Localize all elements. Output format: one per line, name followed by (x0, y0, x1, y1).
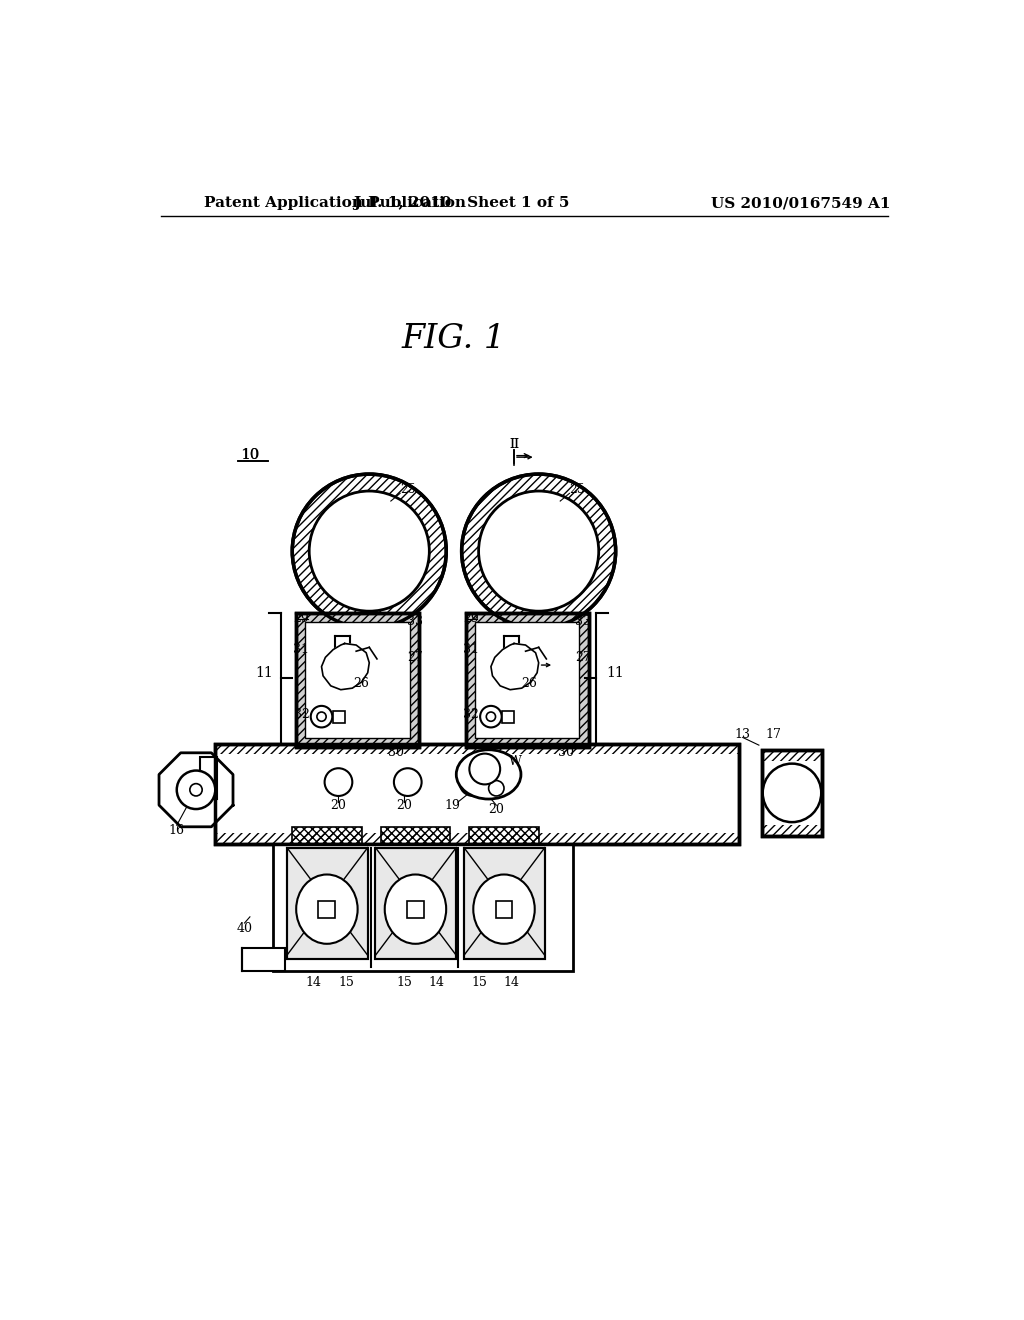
Bar (475, 622, 580, 738)
Bar (296, 612, 419, 747)
Bar (215, 833, 739, 843)
Bar (381, 826, 451, 843)
Bar (305, 622, 410, 738)
Bar (464, 847, 545, 960)
Bar (292, 826, 361, 843)
Bar (762, 750, 822, 760)
Polygon shape (322, 644, 370, 689)
Text: 11: 11 (255, 665, 272, 680)
Ellipse shape (473, 874, 535, 944)
Text: 10: 10 (241, 447, 260, 462)
Polygon shape (490, 644, 539, 689)
Text: 26: 26 (521, 677, 538, 690)
Text: 30: 30 (558, 746, 573, 759)
Bar (762, 750, 822, 836)
Text: 20: 20 (331, 799, 346, 812)
Text: 15: 15 (471, 975, 487, 989)
Text: 15: 15 (338, 975, 354, 989)
Text: 15: 15 (396, 975, 412, 989)
Circle shape (177, 771, 215, 809)
Bar (200, 758, 217, 799)
Circle shape (486, 711, 496, 721)
Text: II: II (509, 438, 519, 451)
Text: 29: 29 (294, 612, 309, 626)
Bar (469, 826, 539, 843)
Bar (466, 612, 589, 747)
Text: 14: 14 (428, 975, 444, 989)
Text: FIG. 1: FIG. 1 (401, 323, 506, 355)
Ellipse shape (385, 874, 446, 944)
Bar (318, 900, 336, 917)
Text: US 2010/0167549 A1: US 2010/0167549 A1 (711, 197, 890, 210)
Text: 31: 31 (463, 643, 479, 656)
Bar (287, 847, 368, 960)
Bar (762, 825, 822, 836)
Circle shape (480, 706, 502, 727)
Circle shape (394, 768, 422, 796)
Circle shape (469, 754, 500, 784)
Text: W: W (509, 755, 522, 768)
Text: 17: 17 (766, 727, 781, 741)
Circle shape (488, 780, 504, 796)
Bar (496, 900, 512, 917)
Text: 25: 25 (569, 483, 585, 496)
Text: 10: 10 (241, 447, 259, 462)
Text: 16: 16 (169, 824, 184, 837)
Text: 27: 27 (575, 651, 591, 664)
Circle shape (460, 768, 487, 796)
Circle shape (309, 491, 429, 611)
Bar (273, 843, 573, 970)
Bar (376, 847, 457, 960)
Bar (466, 612, 589, 747)
Text: 25: 25 (400, 483, 416, 496)
Text: II: II (509, 438, 519, 451)
Bar (215, 743, 739, 843)
Bar (503, 711, 514, 723)
Bar (243, 948, 285, 970)
Text: 31: 31 (294, 643, 309, 656)
Text: 20: 20 (488, 803, 504, 816)
Circle shape (763, 763, 821, 822)
Text: 11: 11 (607, 665, 625, 680)
Text: 27: 27 (408, 651, 423, 664)
Text: 30: 30 (388, 746, 404, 759)
Circle shape (189, 784, 202, 796)
Text: 26: 26 (353, 677, 370, 690)
Text: 32: 32 (294, 708, 309, 721)
Text: 19: 19 (444, 799, 461, 812)
Text: 14: 14 (306, 975, 322, 989)
Text: 14: 14 (504, 975, 520, 989)
Circle shape (316, 711, 326, 721)
Circle shape (310, 706, 333, 727)
Text: 20: 20 (396, 799, 412, 812)
Text: 40: 40 (237, 921, 253, 935)
Bar (215, 743, 739, 843)
Text: 29: 29 (463, 612, 479, 626)
Bar (296, 612, 419, 747)
Text: 33: 33 (408, 615, 424, 628)
Text: Patent Application Publication: Patent Application Publication (204, 197, 466, 210)
Bar (215, 743, 739, 755)
Polygon shape (159, 752, 233, 826)
Text: 33: 33 (575, 615, 591, 628)
Text: Jul. 1, 2010   Sheet 1 of 5: Jul. 1, 2010 Sheet 1 of 5 (353, 197, 569, 210)
Bar (464, 847, 545, 960)
Ellipse shape (457, 750, 521, 799)
Ellipse shape (296, 874, 357, 944)
Text: 13: 13 (734, 727, 751, 741)
Bar (762, 750, 822, 836)
Circle shape (462, 474, 615, 628)
Bar (333, 711, 345, 723)
Bar (407, 900, 424, 917)
Circle shape (478, 491, 599, 611)
Text: 32: 32 (463, 708, 479, 721)
Circle shape (292, 474, 446, 628)
Bar (376, 847, 457, 960)
Circle shape (325, 768, 352, 796)
Bar (287, 847, 368, 960)
